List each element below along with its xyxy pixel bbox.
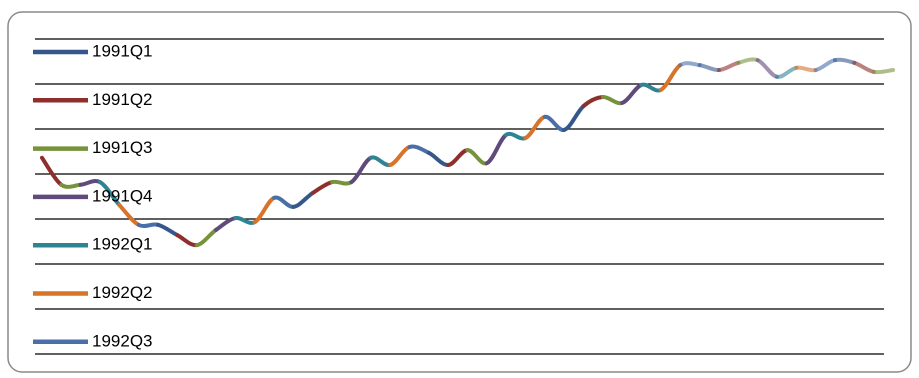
legend-label: 1992Q3 (92, 331, 153, 350)
legend-label: 1992Q2 (92, 283, 153, 302)
line-segment (194, 227, 219, 248)
line-segment (678, 61, 702, 68)
legend-label: 1991Q3 (92, 138, 153, 157)
legend-label: 1992Q1 (92, 235, 153, 254)
legend-label: 1991Q4 (92, 186, 153, 205)
legend-label: 1991Q2 (92, 90, 153, 109)
line-segment (562, 104, 586, 132)
line-segment (98, 180, 122, 208)
legend-label: 1991Q1 (92, 41, 153, 60)
line-segment (330, 179, 354, 186)
line-segment (484, 132, 509, 166)
chart-frame (7, 11, 912, 373)
line-segment (871, 68, 895, 75)
line-segment (40, 155, 64, 187)
line-segment (658, 63, 683, 92)
line-segment (59, 182, 83, 189)
line-segment (136, 222, 161, 228)
